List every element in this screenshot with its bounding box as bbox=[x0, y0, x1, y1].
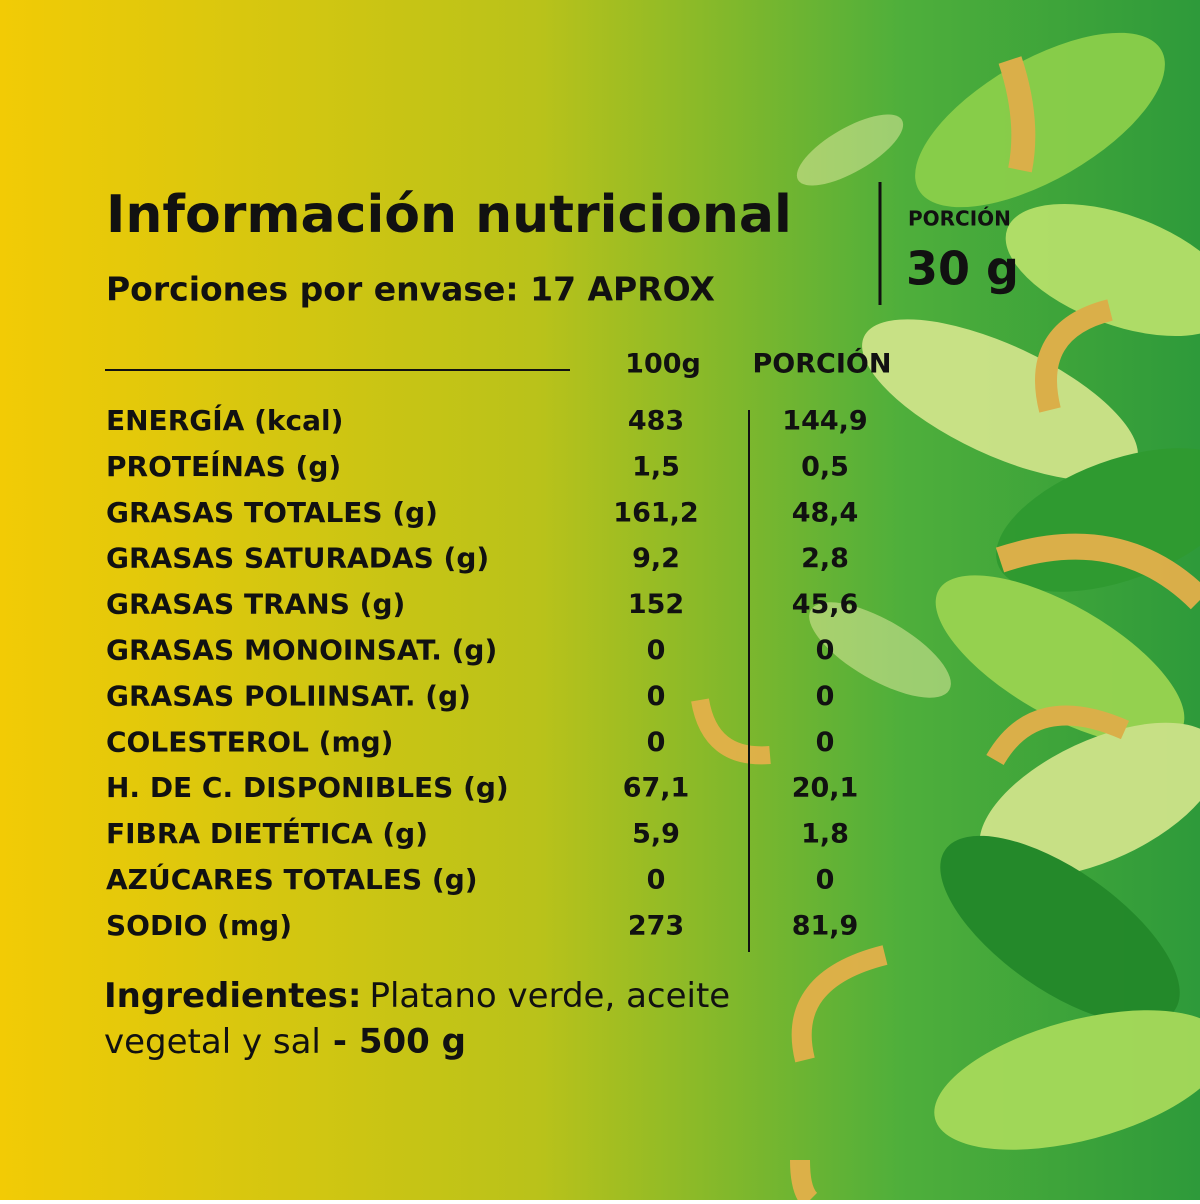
row-label: GRASAS TRANS (g) bbox=[106, 588, 405, 621]
value-100g: 0 bbox=[647, 865, 666, 896]
row-label: GRASAS TOTALES (g) bbox=[106, 496, 438, 529]
value-portion: 48,4 bbox=[792, 497, 859, 528]
row-label: COLESTEROL (mg) bbox=[106, 725, 393, 758]
ingredients-text: Platano verde, aceite bbox=[369, 976, 730, 1016]
value-100g: 161,2 bbox=[613, 497, 698, 528]
value-100g: 273 bbox=[628, 910, 684, 941]
ingredients-text-cont: vegetal y sal bbox=[104, 1022, 321, 1062]
servings: Porciones por envase: 17 APROX bbox=[106, 270, 715, 309]
value-portion: 81,9 bbox=[792, 910, 859, 941]
row-label: FIBRA DIETÉTICA (g) bbox=[106, 816, 428, 850]
leaf-decoration bbox=[691, 32, 1200, 1204]
column-header: PORCIÓN bbox=[753, 348, 892, 380]
value-portion: 45,6 bbox=[792, 589, 859, 620]
portion-value: 30 g bbox=[906, 242, 1019, 296]
ingredients-label: Ingredientes: bbox=[104, 976, 361, 1016]
value-portion: 0 bbox=[816, 635, 835, 666]
value-portion: 20,1 bbox=[792, 773, 859, 804]
title: Información nutricional bbox=[106, 185, 792, 245]
value-portion: 0 bbox=[816, 727, 835, 758]
row-label: AZÚCARES TOTALES (g) bbox=[106, 862, 478, 896]
row-label: H. DE C. DISPONIBLES (g) bbox=[106, 771, 509, 804]
row-label: SODIO (mg) bbox=[106, 909, 292, 942]
row-label: ENERGÍA (kcal) bbox=[106, 403, 343, 437]
value-100g: 9,2 bbox=[632, 543, 680, 574]
value-100g: 67,1 bbox=[623, 773, 690, 804]
value-portion: 1,8 bbox=[801, 819, 849, 850]
value-100g: 5,9 bbox=[632, 819, 680, 850]
value-portion: 0 bbox=[816, 681, 835, 712]
row-label: GRASAS MONOINSAT. (g) bbox=[106, 634, 497, 667]
portion-label: PORCIÓN bbox=[908, 207, 1011, 231]
value-100g: 0 bbox=[647, 681, 666, 712]
row-label: GRASAS POLIINSAT. (g) bbox=[106, 679, 471, 712]
value-100g: 1,5 bbox=[632, 451, 680, 482]
row-label: GRASAS SATURADAS (g) bbox=[106, 542, 489, 575]
ingredients: Ingredientes: Platano verde, aceite vegeta… bbox=[104, 976, 730, 1062]
net-weight: - 500 g bbox=[333, 1022, 466, 1062]
value-portion: 0,5 bbox=[801, 451, 849, 482]
row-label: PROTEÍNAS (g) bbox=[106, 449, 341, 483]
value-portion: 2,8 bbox=[801, 543, 849, 574]
value-100g: 483 bbox=[628, 406, 684, 437]
column-header: 100g bbox=[625, 349, 701, 380]
value-100g: 0 bbox=[647, 635, 666, 666]
table-rows: ENERGÍA (kcal) 483 144,9 PROTEÍNAS (g) 1,5 0,… bbox=[106, 403, 868, 942]
value-100g: 0 bbox=[647, 727, 666, 758]
value-portion: 144,9 bbox=[782, 406, 867, 437]
value-100g: 152 bbox=[628, 589, 684, 620]
value-portion: 0 bbox=[816, 865, 835, 896]
